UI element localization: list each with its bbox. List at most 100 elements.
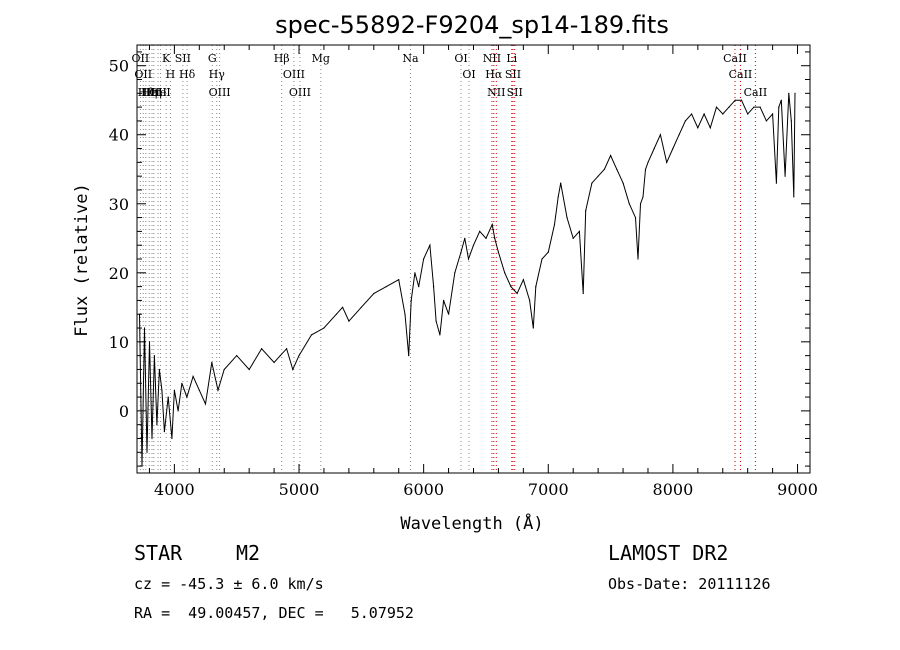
spectrum-point (653, 147, 655, 150)
spectrum-point (211, 361, 213, 364)
spectrum-point (298, 355, 300, 357)
spectrum-point (788, 92, 790, 94)
spectrum-point (642, 196, 644, 198)
spectrum-point (678, 134, 680, 136)
spectrum-point (647, 161, 649, 163)
spectrum-point (794, 92, 796, 94)
line-marker-label-oiii: OIII (283, 68, 305, 81)
spectrum-point (398, 279, 400, 281)
object-subclass: M2 (236, 541, 261, 565)
line-marker-label-hα: Hα (485, 68, 503, 81)
line-marker-label-na: Na (402, 52, 419, 65)
spectrum-point (148, 341, 151, 343)
spectrum-series (138, 92, 796, 467)
line-marker-label-hei: HeI (142, 86, 162, 99)
spectrum-point (385, 286, 387, 288)
line-marker-label-g: G (208, 52, 217, 65)
line-marker-label-oi: OI (454, 52, 467, 65)
line-marker-label-oii: OII (134, 68, 152, 81)
spectrum-point (156, 424, 158, 426)
spectrum-point (703, 113, 705, 115)
line-marker-label-hδ: Hδ (179, 68, 196, 81)
spectrum-point (467, 258, 470, 260)
spectrum-point (784, 175, 786, 177)
line-marker-label-oiii: OIII (289, 86, 311, 99)
spectrum-point (628, 203, 630, 205)
spectrum-point (348, 320, 350, 322)
line-marker-label-li: Li (506, 52, 517, 65)
line-marker-label-hη: Hη (146, 86, 162, 99)
spectrum-point (323, 327, 325, 329)
spectrum-point (171, 437, 173, 440)
spectrum-point (504, 272, 506, 274)
spectrum-point (541, 258, 543, 260)
line-marker-label-oii: OII (132, 52, 150, 65)
spectrum-point (414, 272, 416, 274)
spectrum-point (342, 306, 344, 308)
spectrum-point (684, 120, 687, 122)
y-tick-label: 20 (109, 264, 129, 283)
spectrum-point (373, 292, 375, 295)
spectrum-point (740, 99, 743, 101)
spectrum-point (780, 99, 782, 101)
spectrum-point (622, 182, 624, 184)
spectrum-point (408, 355, 410, 357)
x-tick-label: 8000 (653, 480, 694, 499)
spectrum-point (560, 182, 562, 184)
spectrum-point (672, 147, 674, 150)
spectrum-point (460, 251, 462, 253)
spectrum-point (516, 292, 518, 295)
x-tick-label: 5000 (279, 480, 320, 499)
spectrum-point (248, 368, 250, 371)
spectrum-point (261, 348, 263, 350)
spectrum-point (181, 382, 183, 384)
spectrum-point (360, 306, 362, 308)
spectrum-point (597, 175, 599, 177)
plot-frame (136, 44, 811, 474)
spectrum-point (454, 272, 456, 274)
line-markers (139, 45, 756, 473)
spectrum-point (198, 389, 200, 391)
line-marker-label-oii: OII (149, 86, 167, 99)
line-marker-label-caii: CaII (744, 86, 768, 99)
spectrum-point (709, 127, 711, 129)
spectrum-point (279, 355, 281, 357)
spectrum-point (286, 348, 288, 350)
survey-name: LAMOST DR2 (608, 541, 729, 565)
line-marker-label-hθ: Hθ (138, 86, 155, 99)
spectrum-point (734, 99, 736, 101)
object-class: STAR (134, 541, 183, 565)
y-axis-label: Flux (relative) (72, 183, 92, 337)
spectrum-point (163, 431, 165, 433)
spectrum-point (464, 237, 466, 239)
spectrum-point (529, 299, 531, 301)
x-axis-label: Wavelength (Å) (400, 512, 543, 534)
spectrum-point (793, 196, 795, 198)
y-tick-label: 30 (109, 195, 129, 214)
spectrum-point (610, 154, 612, 157)
line-marker-label-caii: CaII (729, 68, 753, 81)
spectrum-point (634, 217, 637, 219)
axis-ticks: 4000 5000 6000 7000 8000 9000 0 10 20 30 40 50 (109, 45, 818, 499)
line-marker-labels: OIIOIIHθHηHeIHηOIIHeIKHSIIHδGHγOIIIHβOII… (132, 52, 768, 99)
spectrum-point (715, 106, 718, 108)
spectrum-point (553, 223, 556, 226)
spectrum-point (637, 258, 639, 260)
spectrum-point (161, 389, 163, 391)
spectrum-point (616, 168, 618, 170)
spectrum-point (535, 286, 537, 288)
spectrum-point (429, 244, 431, 246)
spectrum-point (448, 313, 450, 315)
spectrum-point (697, 127, 699, 129)
spectrum-point (639, 203, 642, 205)
spectrum-point (644, 168, 647, 170)
spectrum-point (186, 396, 188, 398)
spectrum-point (177, 410, 179, 412)
line-marker-label-k: K (162, 52, 171, 65)
line-marker-label-mg: Mg (312, 52, 330, 65)
y-tick-label: 50 (109, 57, 129, 76)
spectrum-point (204, 403, 207, 405)
spectrum-point (435, 320, 437, 322)
spectrum-point (236, 355, 238, 357)
spectrum-point (158, 368, 160, 371)
